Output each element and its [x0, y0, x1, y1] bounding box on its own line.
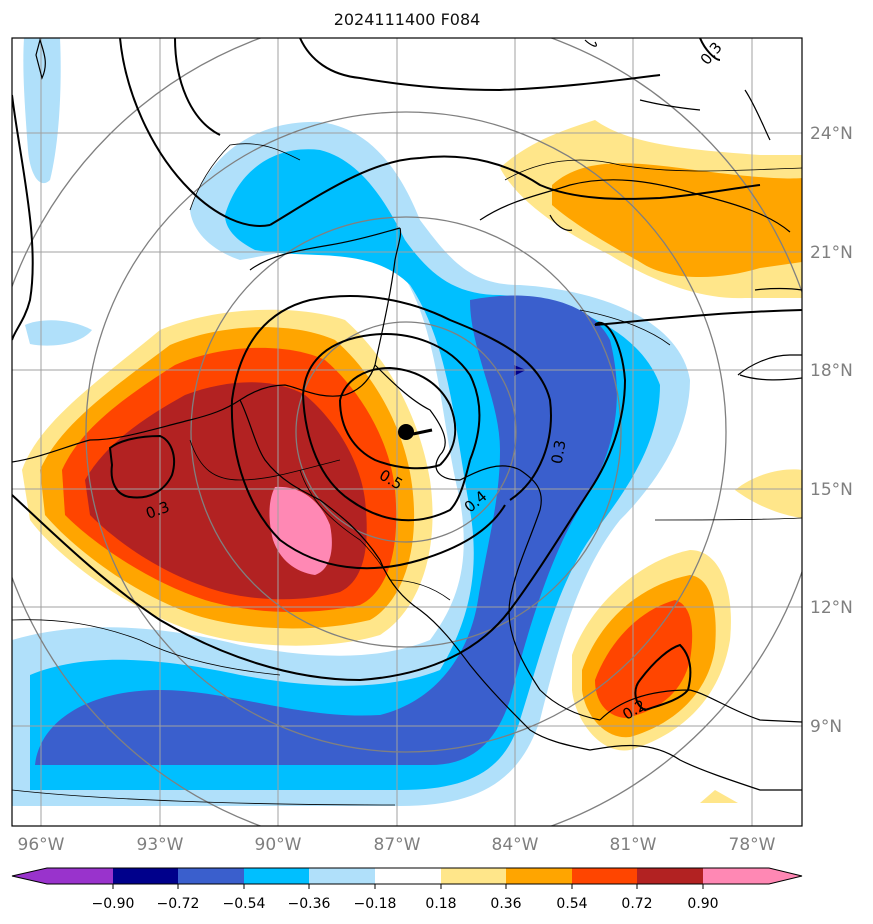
colorbar-tick-label: −0.54 [223, 896, 266, 912]
map-title: 2024111400 F084 [333, 10, 481, 29]
lat-label-21n: 21°N [810, 243, 853, 263]
colorbar-tick-label: −0.72 [157, 896, 200, 912]
longitude-labels: 96°W 93°W 90°W 87°W 84°W 81°W 78°W [18, 835, 776, 855]
colorbar-tick-label: −0.90 [92, 896, 135, 912]
colorbar-extend-low [12, 868, 47, 884]
lat-label-18n: 18°N [810, 361, 853, 381]
colorbar-tick-label: 0.72 [621, 896, 652, 912]
colorbar-extend-high [769, 868, 802, 884]
range-rings [12, 38, 802, 826]
coastlines [12, 38, 802, 791]
field-pos-090-west [269, 486, 332, 575]
field-neg-018-nw [23, 38, 61, 184]
colorbar-bin-pos-018 [441, 868, 506, 884]
colorbar-bin-pos-036 [506, 868, 572, 884]
lon-label-93w: 93°W [137, 835, 184, 855]
colorbar-bin-neg-036 [244, 868, 309, 884]
field-pos-054-se [595, 600, 693, 718]
contour-label-03-east: 0.3 [548, 439, 570, 466]
colorbar-tick-label: −0.18 [354, 896, 397, 912]
lat-label-15n: 15°N [810, 480, 853, 500]
lon-label-90w: 90°W [255, 835, 302, 855]
colorbar: −0.90 −0.72 −0.54 −0.36 −0.18 0.18 0.36 … [11, 867, 803, 912]
shaded-fields [12, 38, 802, 806]
country-borders [12, 143, 802, 806]
storm-center-marker [398, 424, 433, 440]
colorbar-bin-zero [375, 868, 441, 884]
colorbar-bin-pos-090 [703, 868, 769, 884]
colorbar-bin-neg-054 [178, 868, 244, 884]
colorbar-bin-neg-072 [113, 868, 178, 884]
lon-label-78w: 78°W [729, 835, 776, 855]
colorbar-bin-neg-090 [47, 868, 113, 884]
map-frame [11, 37, 803, 827]
field-neg-018-w [25, 320, 92, 346]
field-neg-054 [35, 295, 617, 765]
colorbar-tick-label: 0.18 [425, 896, 456, 912]
lat-label-12n: 12°N [810, 598, 853, 618]
colorbar-bin-pos-072 [637, 868, 703, 884]
lon-label-87w: 87°W [374, 835, 421, 855]
field-pos-018-s [700, 790, 738, 803]
colorbar-tick-label: 0.90 [687, 896, 718, 912]
lat-label-24n: 24°N [810, 124, 853, 144]
colorbar-tick-label: 0.54 [556, 896, 587, 912]
lon-label-81w: 81°W [610, 835, 657, 855]
field-pos-036-ne [552, 163, 802, 278]
lon-label-84w: 84°W [492, 835, 539, 855]
lat-lon-grid [12, 38, 802, 826]
latitude-labels: 24°N 21°N 18°N 15°N 12°N 9°N [810, 124, 853, 737]
colorbar-bin-pos-054 [572, 868, 637, 884]
colorbar-tick-label: 0.36 [490, 896, 521, 912]
colorbar-tick-label: −0.36 [288, 896, 331, 912]
contours [12, 38, 802, 712]
colorbar-bin-neg-018 [309, 868, 375, 884]
lon-label-96w: 96°W [18, 835, 65, 855]
lat-label-9n: 9°N [810, 717, 842, 737]
